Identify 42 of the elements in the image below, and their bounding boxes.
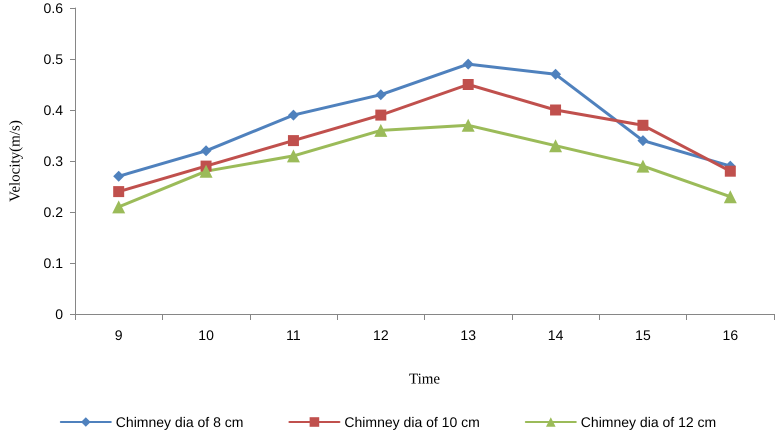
point [375, 89, 386, 100]
y-tick-label: 0 [55, 306, 64, 322]
legend-label: Chimney dia of 8 cm [116, 414, 244, 430]
y-tick-label: 0.3 [44, 153, 64, 169]
point [637, 120, 648, 131]
point [374, 124, 388, 137]
point [113, 170, 124, 182]
y-tick-label: 0.6 [44, 0, 64, 16]
point [724, 166, 736, 177]
point [550, 68, 562, 80]
point [375, 110, 386, 121]
point [462, 58, 474, 70]
point [200, 164, 213, 178]
y-tick-label: 0.5 [44, 51, 64, 67]
point [462, 79, 474, 90]
x-tick-label: 14 [548, 327, 564, 343]
x-tick-label: 11 [286, 327, 301, 343]
point [724, 190, 737, 204]
y-tick-label: 0.1 [44, 255, 64, 271]
y-tick-label: 0.2 [44, 204, 64, 220]
point [288, 135, 299, 146]
y-axis-title: Velocity(m/s) [8, 120, 24, 202]
x-tick-label: 16 [722, 327, 738, 343]
x-tick-label: 10 [198, 327, 214, 343]
legend-label: Chimney dia of 10 cm [344, 414, 480, 430]
y-tick-label: 0.4 [44, 102, 64, 118]
x-tick-label: 9 [114, 327, 123, 343]
legend-label: Chimney dia of 12 cm [580, 414, 716, 430]
point [288, 110, 299, 121]
point [462, 118, 475, 132]
x-axis-title: Time [408, 372, 440, 388]
point [550, 104, 562, 116]
point [636, 160, 650, 173]
point [286, 149, 300, 162]
x-tick-label: 12 [373, 327, 389, 343]
x-tick-label: 13 [460, 327, 476, 343]
point [112, 200, 126, 214]
point [549, 139, 562, 152]
point [637, 135, 648, 146]
point [200, 145, 212, 156]
point [113, 186, 124, 198]
x-tick-label: 15 [635, 327, 651, 343]
